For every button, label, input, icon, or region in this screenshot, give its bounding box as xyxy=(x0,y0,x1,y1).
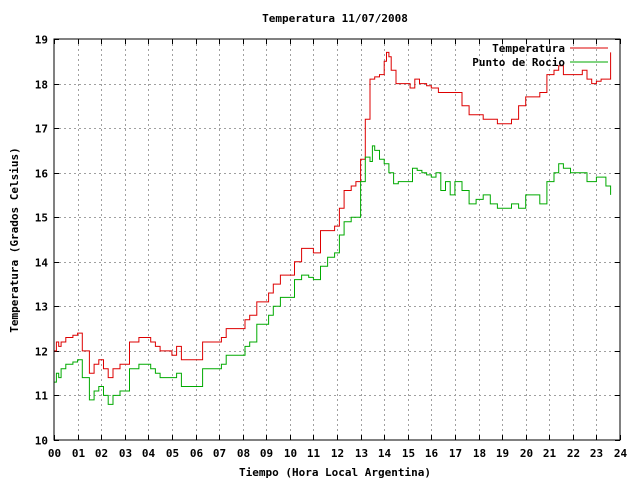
y-tick-label: 12 xyxy=(35,346,48,359)
x-tick-label: 10 xyxy=(284,447,297,460)
series-line-temperatura xyxy=(54,51,612,379)
y-tick-label: 13 xyxy=(35,301,48,314)
x-tick-label: 16 xyxy=(425,447,439,460)
x-tick-label: 13 xyxy=(355,447,368,460)
x-axis-label: Tiempo (Hora Local Argentina) xyxy=(239,466,431,479)
x-tick-label: 07 xyxy=(213,447,226,460)
legend-label-punto-de-rocio: Punto de Rocio xyxy=(472,56,565,69)
x-tick-label: 01 xyxy=(72,447,86,460)
y-tick-label: 10 xyxy=(35,435,48,448)
y-tick-label: 15 xyxy=(35,212,48,225)
x-tick-label: 23 xyxy=(590,447,603,460)
y-tick-label: 14 xyxy=(35,257,49,270)
x-tick-label: 15 xyxy=(402,447,415,460)
y-tick-label: 18 xyxy=(35,79,48,92)
y-tick-label: 11 xyxy=(35,390,49,403)
x-tick-label: 12 xyxy=(331,447,344,460)
grid xyxy=(54,39,620,440)
x-tick-label: 02 xyxy=(95,447,108,460)
x-tick-label: 03 xyxy=(119,447,132,460)
y-tick-label: 17 xyxy=(35,123,48,136)
plot-frame xyxy=(53,38,621,441)
x-tick-label: 08 xyxy=(237,447,250,460)
x-tick-label: 19 xyxy=(496,447,509,460)
x-tick-label: 18 xyxy=(473,447,486,460)
x-tick-label: 11 xyxy=(307,447,321,460)
chart-title: Temperatura 11/07/2008 xyxy=(262,12,408,25)
x-tick-label: 20 xyxy=(520,447,533,460)
x-tick-label: 00 xyxy=(48,447,61,460)
x-tick-label: 17 xyxy=(449,447,462,460)
x-tick-label: 09 xyxy=(260,447,273,460)
legend-label-temperatura: Temperatura xyxy=(492,42,565,55)
series-line-punto-de-rocio xyxy=(54,145,612,405)
x-tick-label: 14 xyxy=(378,447,392,460)
series-lines xyxy=(54,51,612,405)
y-tick-label: 16 xyxy=(35,168,49,181)
x-tick-label: 05 xyxy=(166,447,179,460)
x-tick-label: 04 xyxy=(142,447,156,460)
y-axis-label: Temperatura (Grados Celsius) xyxy=(8,147,21,332)
x-tick-label: 24 xyxy=(614,447,628,460)
y-tick-label: 19 xyxy=(35,34,48,47)
x-tick-label: 06 xyxy=(190,447,204,460)
axis-ticks: 00 01 02 03 04 05 06 07 08 09 10 11 12 13 14 15 16 17 18 19… xyxy=(35,34,628,461)
x-tick-label: 22 xyxy=(567,447,580,460)
x-tick-label: 21 xyxy=(543,447,557,460)
legend: Temperatura Punto de Rocio xyxy=(472,42,608,69)
